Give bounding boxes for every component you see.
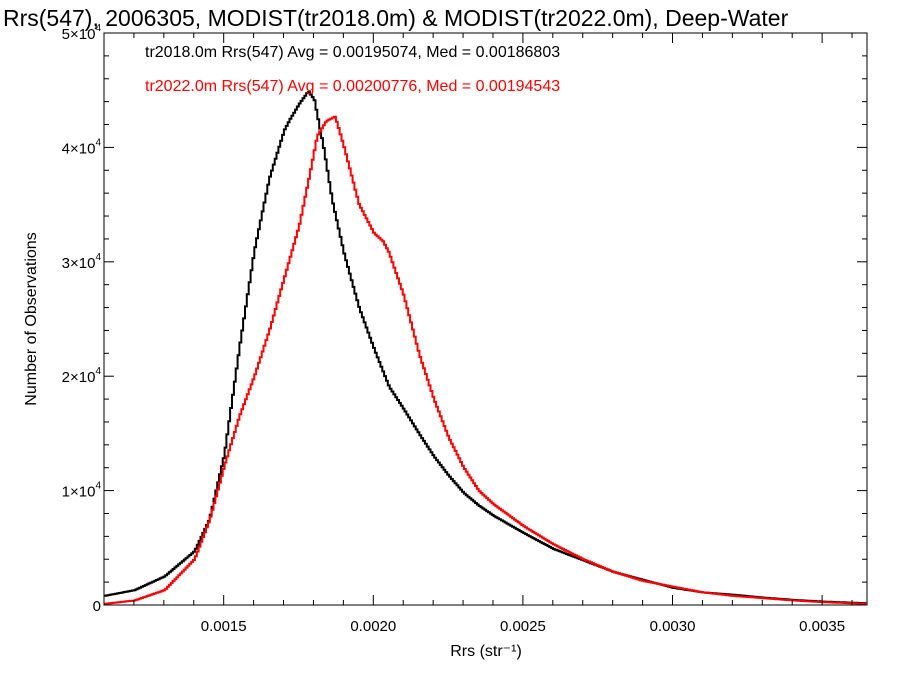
x-tick-label: 0.0025 — [500, 618, 546, 635]
axes-layer: 0.0015 0.0020 0.0025 0.0030 0.0035 0 1×104 2×10… — [62, 23, 867, 635]
x-tick-label: 0.0035 — [799, 618, 845, 635]
y-tick-label: 3×104 — [62, 252, 102, 272]
plot-frame — [103, 32, 868, 606]
y-axis-label: Number of Observations — [23, 232, 40, 405]
y-tick-label: 0 — [93, 598, 101, 615]
legend-label-tr2018: tr2018.0m Rrs(547) Avg = 0.00195074, Med… — [145, 44, 560, 61]
y-tick-label: 4×104 — [62, 137, 102, 157]
x-tick-label: 0.0015 — [201, 618, 247, 635]
x-tick-label: 0.0020 — [350, 618, 396, 635]
chart-title: Rrs(547), 2006305, MODIST(tr2018.0m) & M… — [3, 5, 789, 31]
series-layer — [104, 91, 868, 605]
y-tick-label: 2×104 — [62, 366, 102, 386]
y-tick-label: 1×104 — [62, 481, 102, 501]
x-axis-label: Rrs (str⁻¹) — [450, 643, 522, 660]
x-tick-label: 0.0030 — [650, 618, 696, 635]
y-tick-label: 5×104 — [62, 23, 102, 43]
legend-label-tr2022: tr2022.0m Rrs(547) Avg = 0.00200776, Med… — [145, 78, 560, 95]
series-line-0 — [104, 91, 868, 605]
series-line-1 — [104, 115, 867, 605]
